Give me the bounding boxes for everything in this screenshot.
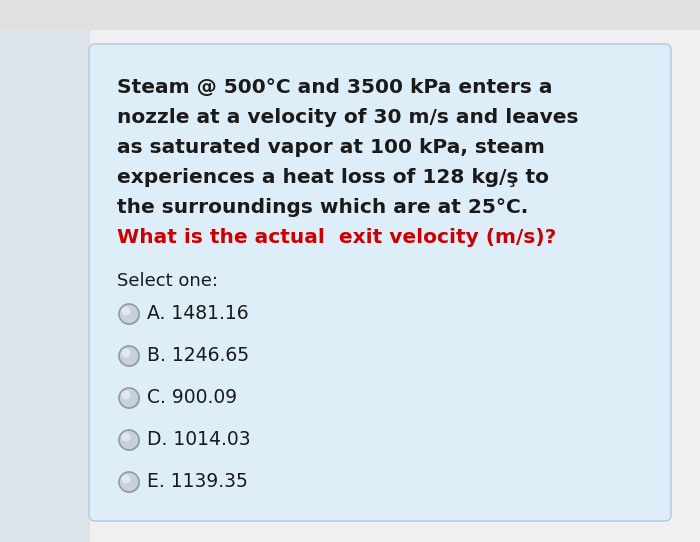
- Text: Select one:: Select one:: [117, 272, 218, 290]
- Circle shape: [122, 433, 130, 442]
- Text: Steam @ 500°C and 3500 kPa enters a: Steam @ 500°C and 3500 kPa enters a: [117, 78, 552, 97]
- Text: the surroundings which are at 25°C.: the surroundings which are at 25°C.: [117, 198, 528, 217]
- Circle shape: [120, 473, 140, 493]
- Text: A. 1481.16: A. 1481.16: [147, 304, 248, 323]
- Circle shape: [122, 306, 130, 315]
- Circle shape: [122, 390, 130, 399]
- FancyBboxPatch shape: [89, 44, 671, 521]
- Circle shape: [119, 430, 139, 450]
- Circle shape: [120, 389, 140, 409]
- Text: B. 1246.65: B. 1246.65: [147, 346, 249, 365]
- Circle shape: [122, 474, 130, 483]
- Text: C. 900.09: C. 900.09: [147, 388, 237, 407]
- Text: experiences a heat loss of 128 kg/ş to: experiences a heat loss of 128 kg/ş to: [117, 168, 549, 187]
- Circle shape: [122, 349, 130, 358]
- Circle shape: [120, 347, 140, 367]
- Text: What is the actual  exit velocity (m/s)?: What is the actual exit velocity (m/s)?: [117, 228, 556, 247]
- Circle shape: [120, 305, 140, 325]
- Circle shape: [119, 388, 139, 408]
- Circle shape: [119, 472, 139, 492]
- Text: E. 1139.35: E. 1139.35: [147, 472, 248, 491]
- Circle shape: [119, 304, 139, 324]
- Circle shape: [119, 346, 139, 366]
- Text: as saturated vapor at 100 kPa, steam: as saturated vapor at 100 kPa, steam: [117, 138, 545, 157]
- Text: D. 1014.03: D. 1014.03: [147, 430, 251, 449]
- Text: nozzle at a velocity of 30 m/s and leaves: nozzle at a velocity of 30 m/s and leave…: [117, 108, 578, 127]
- Bar: [0, 30, 90, 542]
- Bar: [0, 0, 700, 30]
- Circle shape: [120, 431, 140, 451]
